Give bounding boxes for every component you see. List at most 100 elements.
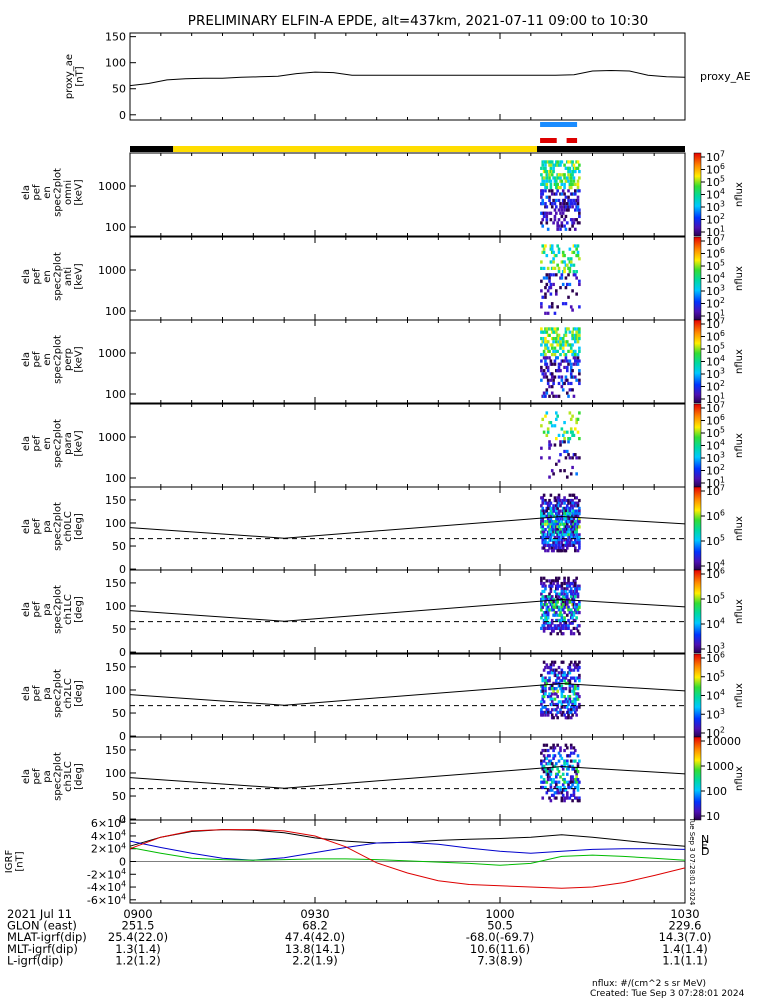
pa-panel-ch3LC-pixel — [575, 770, 578, 774]
pa-panel-ch0LC-pixel — [575, 496, 578, 500]
energy-panel-anti-pixel — [557, 270, 561, 274]
energy-panel-perp-pixel — [565, 340, 569, 344]
energy-panel-omni-pixel — [559, 211, 562, 215]
energy-panel-omni-pixel — [557, 198, 561, 203]
pa-panel-ch2LC-zlabel-text: nflux — [734, 683, 745, 708]
pa-panel-ch0LC-pixel — [541, 533, 545, 537]
energy-panel-omni-cbar-label: 102 — [706, 212, 725, 226]
pa-panel-ch3LC-pixel — [565, 746, 569, 750]
energy-panel-perp-pixel — [561, 346, 565, 350]
energy-panel-para-pixel — [548, 443, 551, 447]
pa-panel-ch1LC-pixel — [545, 603, 549, 607]
energy-panel-perp-pixel — [545, 346, 549, 350]
pa-panel-ch0LC-pixel — [552, 543, 555, 548]
energy-panel-omni-pixel — [571, 163, 574, 167]
energy-panel-omni-pixel — [550, 202, 554, 206]
pa-panel-ch3LC-ylabel-line: ch3LC — [63, 761, 74, 792]
pa-panel-ch1LC-pixel — [557, 618, 561, 623]
energy-panel-omni-pixel — [545, 221, 549, 225]
footer-value: 47.4(42.0) — [285, 930, 345, 944]
pa-panel-ch2LC-pixel — [567, 708, 570, 712]
pa-panel-ch2LC-pixel — [544, 710, 547, 715]
pa-panel-ch1LC-pixel — [541, 595, 545, 599]
pa-panel-ch2LC-pixel — [560, 671, 564, 675]
energy-panel-para-pixel — [561, 440, 565, 444]
pa-panel-ch1LC-pixel — [557, 592, 561, 596]
energy-panel-perp-pixel — [575, 330, 578, 334]
pa-panel-ch0LC-pixel — [557, 533, 561, 537]
pa-panel-ch0LC-pixel — [556, 512, 559, 516]
energy-panel-anti-pixel — [571, 289, 574, 293]
pa-panel-ch0LC-pixel — [544, 498, 547, 503]
igrf-series-green — [129, 847, 686, 866]
energy-panel-perp-pixel — [542, 353, 546, 357]
energy-panel-anti-pixel — [561, 260, 565, 264]
energy-panel-omni-pixel — [541, 160, 545, 164]
energy-panel-anti-colorbar — [693, 236, 702, 321]
pa-panel-ch2LC-pixel — [549, 684, 553, 688]
energy-panel-para-pixel — [569, 472, 573, 476]
pa-panel-ch3LC-pixel — [565, 796, 569, 800]
energy-panel-perp-pixel — [576, 336, 580, 341]
pa-panel-ch3LC-pixel — [544, 785, 547, 790]
energy-panel-anti-ylabel-line: [keV] — [73, 263, 84, 289]
energy-panel-omni-pixel — [541, 176, 545, 180]
pa-panel-ch3LC-pixel — [556, 772, 559, 776]
energy-panel-perp-pixel — [544, 346, 547, 350]
energy-panel-para-pixel — [572, 453, 576, 457]
energy-panel-omni-pixel — [541, 224, 545, 228]
pa-panel-ch0LC-pixel — [544, 527, 547, 532]
energy-panel-perp-pixel — [542, 349, 546, 354]
pa-panel-ch0LC-cbar-label: 106 — [706, 509, 725, 523]
pa-panel-ch1LC-pixel — [540, 581, 543, 586]
pa-panel-ch3LC-pixel — [541, 780, 545, 784]
pa-panel-ch0LC-pixel — [574, 527, 577, 532]
energy-panel-perp-pixel — [544, 372, 547, 376]
pa-panel-ch3LC-pixel — [549, 767, 553, 771]
energy-panel-perp-pixel — [541, 394, 545, 398]
pa-panel-ch2LC-cbar-label: 105 — [706, 669, 725, 683]
footer-row-label: L-igrf(dip) — [7, 953, 63, 967]
pa-panel-ch1LC-pixel — [563, 610, 566, 615]
energy-panel-perp-pixel — [571, 333, 574, 337]
energy-panel-omni-cbar-label: 103 — [706, 200, 725, 214]
pa-panel-ch1LC-pixel — [550, 621, 554, 625]
energy-panel-omni-pixel — [541, 189, 545, 193]
energy-panel-omni-pixel — [561, 189, 565, 193]
pa-panel-ch2LC-ylabel: ela pef pa spec2plot ch2LC [deg] — [21, 669, 85, 718]
energy-panel-omni-pixel — [552, 163, 555, 167]
pa-panel-ch3LC-pixel — [560, 756, 564, 761]
pa-panel-ch3LC-pixel — [544, 767, 547, 771]
pa-panel-ch2LC-ytick-label: 0 — [119, 730, 126, 743]
energy-panel-perp-ylabel-line: spec2plot — [52, 335, 63, 384]
pa-panel-ch2LC-pixel — [564, 687, 568, 691]
energy-panel-omni-pixel — [559, 192, 562, 196]
pa-panel-ch1LC-pixel — [544, 584, 547, 588]
energy-panel-anti-pixel — [574, 273, 577, 277]
pa-panel-ch0LC-pixel — [548, 522, 551, 526]
pa-panel-ch1LC-pixel — [552, 579, 555, 583]
energy-panel-perp-pixel — [548, 333, 551, 337]
energy-panel-omni-pixel — [556, 160, 559, 164]
pa-panel-ch1LC-pixel — [557, 595, 561, 599]
pa-panel-ch0LC-pixel — [545, 514, 549, 518]
energy-panel-omni-pixel — [557, 176, 561, 180]
pa-panel-ch2LC-pixel — [540, 708, 543, 712]
pa-panel-ch0LC-pixel — [568, 527, 572, 532]
energy-panel-anti-pixel — [542, 247, 546, 251]
energy-panel-perp-pixel — [574, 333, 577, 337]
pa-panel-ch2LC-pixel — [560, 702, 564, 707]
pa-panel-ch1LC-pixel — [550, 608, 554, 612]
pa-panel-ch0LC-pixel — [542, 538, 546, 542]
energy-panel-perp-pixel — [565, 378, 569, 382]
pa-panel-ch2LC-pixel — [552, 689, 555, 693]
energy-panel-omni-pixel — [559, 179, 562, 183]
energy-panel-omni-pixel — [571, 218, 574, 222]
pa-panel-ch1LC-pixel — [569, 616, 573, 620]
energy-panel-omni-pixel — [544, 189, 547, 193]
pa-panel-ch3LC-pixel — [569, 759, 573, 763]
pa-panel-ch1LC-pixel — [563, 581, 566, 586]
pa-panel-ch0LC-pixel — [569, 530, 573, 534]
pa-panel-ch3LC-pixel — [544, 756, 547, 761]
pa-panel-ch1LC-pixel — [564, 624, 568, 628]
